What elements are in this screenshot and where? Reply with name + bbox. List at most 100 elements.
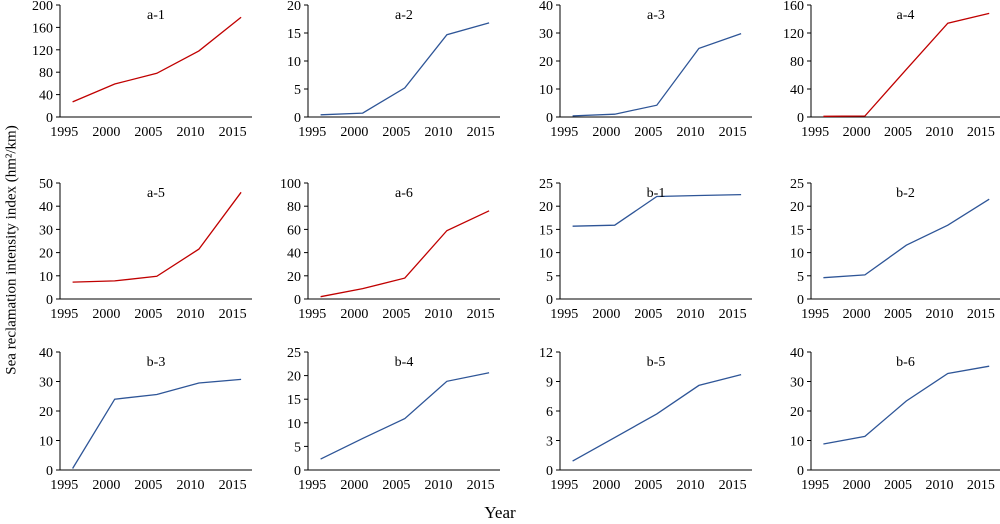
panel-b-3: 0 10 20 30 40 1995 2000 2005 2010 2015 b-3: [39, 346, 252, 493]
x-tick-label: 2005: [884, 478, 912, 493]
x-tick-label: 2000: [340, 125, 368, 140]
y-tick-label: 15: [287, 393, 301, 408]
x-tick-label: 2005: [134, 478, 162, 493]
x-tick-label: 2005: [634, 125, 662, 140]
y-tick-label: 80: [287, 200, 301, 215]
x-tick-label: 2005: [634, 478, 662, 493]
x-tick-label: 2010: [425, 125, 453, 140]
x-tick-label: 2005: [884, 125, 912, 140]
y-tick-label: 160: [783, 0, 804, 14]
y-tick-label: 40: [287, 247, 301, 262]
x-tick-label: 2005: [382, 125, 410, 140]
panel-title: a-3: [647, 8, 665, 23]
x-tick-label: 1995: [50, 307, 78, 322]
y-tick-label: 0: [46, 464, 53, 479]
x-tick-label: 1995: [801, 478, 829, 493]
panel-title: b-3: [147, 355, 166, 370]
x-tick-label: 2000: [92, 307, 120, 322]
y-tick-label: 12: [539, 346, 553, 361]
panel-title: b-4: [395, 355, 414, 370]
series-line-a-6: [320, 210, 490, 298]
x-tick-label: 2010: [425, 307, 453, 322]
series-line-a-2: [320, 22, 490, 116]
panel-b-5: 0 3 6 9 12 1995 2000 2005 2010 2015 b-5: [539, 346, 752, 493]
y-tick-label: 40: [539, 0, 553, 14]
series-line-b-4: [320, 372, 490, 460]
y-tick-label: 15: [790, 223, 804, 238]
y-tick-label: 9: [546, 376, 553, 391]
x-tick-label: 1995: [801, 125, 829, 140]
series-line-b-5: [572, 373, 742, 462]
y-tick-label: 10: [539, 247, 553, 262]
y-tick-label: 40: [790, 346, 804, 361]
x-tick-label: 1995: [298, 307, 326, 322]
y-tick-label: 15: [287, 27, 301, 42]
x-tick-label: 2010: [677, 125, 705, 140]
x-tick-label: 2015: [219, 307, 247, 322]
y-tick-label: 15: [539, 223, 553, 238]
x-tick-label: 2015: [719, 307, 747, 322]
panel-b-2: 0 5 10 15 20 25 1995 2000 2005 2010 2015 b-2: [790, 177, 1000, 322]
y-tick-label: 20: [287, 370, 301, 385]
x-tick-label: 2005: [382, 307, 410, 322]
y-tick-label: 25: [790, 177, 804, 192]
x-tick-label: 1995: [550, 478, 578, 493]
series-line-b-2: [823, 198, 990, 279]
y-tick-label: 20: [790, 200, 804, 215]
y-tick-label: 25: [539, 177, 553, 192]
x-tick-label: 2000: [592, 478, 620, 493]
y-tick-label: 20: [539, 55, 553, 70]
x-tick-label: 2000: [843, 125, 871, 140]
x-tick-label: 1995: [550, 125, 578, 140]
panel-a-6: 0 20 40 60 80 100 1995 2000 2005 2010 2015 a-6: [280, 177, 500, 322]
y-tick-label: 10: [287, 55, 301, 70]
y-tick-label: 0: [46, 293, 53, 308]
y-tick-label: 120: [783, 27, 804, 42]
y-tick-label: 30: [539, 27, 553, 42]
y-tick-label: 10: [39, 435, 53, 450]
y-tick-label: 30: [39, 223, 53, 238]
y-tick-label: 80: [39, 66, 53, 81]
y-tick-label: 50: [39, 177, 53, 192]
x-tick-label: 2010: [177, 307, 205, 322]
y-axis-label-container: Sea reclamation intensity index (hm²/km): [2, 90, 22, 410]
y-tick-label: 10: [39, 270, 53, 285]
y-tick-label: 160: [32, 21, 53, 36]
x-tick-label: 2005: [134, 125, 162, 140]
x-tick-label: 2010: [425, 478, 453, 493]
y-tick-label: 0: [797, 464, 804, 479]
y-tick-label: 40: [39, 346, 53, 361]
x-tick-label: 2010: [925, 478, 953, 493]
x-tick-label: 2010: [677, 307, 705, 322]
x-tick-label: 2000: [340, 307, 368, 322]
panel-title: a-6: [395, 186, 413, 201]
x-tick-label: 2015: [719, 478, 747, 493]
y-tick-label: 20: [287, 270, 301, 285]
x-tick-label: 2015: [467, 478, 495, 493]
x-tick-label: 2015: [967, 125, 995, 140]
y-tick-label: 10: [287, 417, 301, 432]
x-tick-label: 2010: [925, 307, 953, 322]
panel-title: b-5: [647, 355, 666, 370]
y-tick-label: 20: [39, 247, 53, 262]
series-line-a-4: [823, 12, 990, 117]
panel-a-2: 0 5 10 15 20 1995 2000 2005 2010 2015 a-2: [287, 0, 500, 140]
panel-title: a-4: [897, 8, 915, 23]
panel-title: b-1: [647, 186, 666, 201]
panel-a-1: 0 40 80 120 160 200 1995 2000 2005 2010 2015 a-1: [32, 0, 252, 140]
panel-a-4: 0 40 80 120 160 1995 2000 2005 2010 2015 a-4: [783, 0, 1000, 140]
x-tick-label: 2015: [967, 307, 995, 322]
y-tick-label: 40: [39, 200, 53, 215]
y-tick-label: 60: [287, 223, 301, 238]
x-tick-label: 2010: [177, 125, 205, 140]
y-tick-label: 100: [280, 177, 301, 192]
y-tick-label: 0: [797, 293, 804, 308]
series-line-b-1: [572, 193, 742, 227]
x-tick-label: 1995: [50, 478, 78, 493]
x-tick-label: 2015: [967, 478, 995, 493]
series-line-a-1: [72, 16, 242, 103]
y-tick-label: 5: [546, 270, 553, 285]
y-tick-label: 80: [790, 55, 804, 70]
y-axis-label: Sea reclamation intensity index (hm²/km): [3, 125, 20, 375]
panel-title: b-2: [896, 186, 915, 201]
